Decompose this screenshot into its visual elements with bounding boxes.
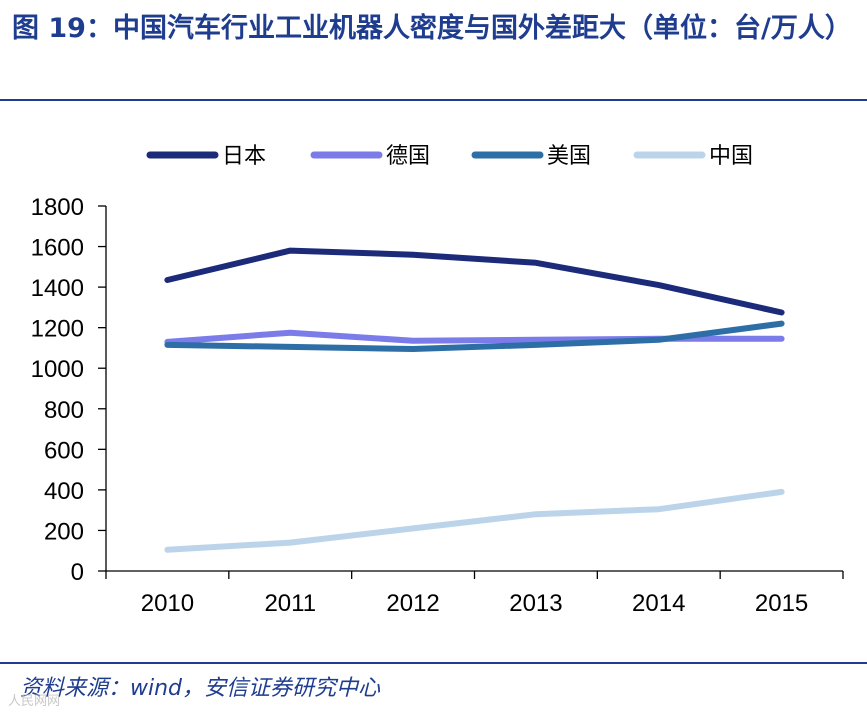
y-tick-label: 1400 (31, 275, 84, 302)
chart-legend: 日本 德国 美国 中国 (146, 144, 753, 169)
series-line-3 (164, 320, 785, 352)
top-divider (0, 99, 867, 101)
page-title: 图 19：中国汽车行业工业机器人密度与国外差距大（单位：台/万人） (12, 13, 852, 44)
x-tick-label: 2012 (386, 590, 439, 617)
chart-axes: 0 200 400 600 800 1000 1200 1400 1600 1800 2010 201… (31, 194, 844, 617)
source-note: 资料来源：wind，安信证券研究中心 (20, 676, 381, 701)
series-line-1 (164, 247, 785, 316)
y-tick-label: 1800 (31, 194, 84, 221)
y-tick-label: 1000 (31, 356, 84, 383)
y-tick-label: 400 (44, 478, 84, 505)
y-tick-label: 1600 (31, 235, 84, 262)
x-tick-label: 2010 (141, 590, 194, 617)
x-tick-label: 2011 (264, 590, 316, 617)
y-tick-label: 800 (44, 397, 84, 424)
y-tick-label: 600 (44, 437, 84, 464)
x-tick-label: 2014 (632, 590, 685, 617)
watermark: 人民网网 (8, 694, 61, 709)
x-tick-label: 2013 (509, 590, 562, 617)
legend-label: 德国 (386, 144, 430, 169)
bottom-divider (0, 662, 867, 664)
y-tick-label: 1200 (31, 316, 84, 343)
y-tick-label: 200 (44, 518, 84, 545)
series-line-4 (164, 488, 785, 553)
legend-label: 日本 (222, 144, 266, 169)
x-tick-label: 2015 (755, 590, 808, 617)
chart-series (164, 247, 785, 553)
y-tick-label: 0 (71, 559, 84, 586)
legend-label: 美国 (547, 144, 591, 169)
legend-label: 中国 (709, 144, 753, 169)
